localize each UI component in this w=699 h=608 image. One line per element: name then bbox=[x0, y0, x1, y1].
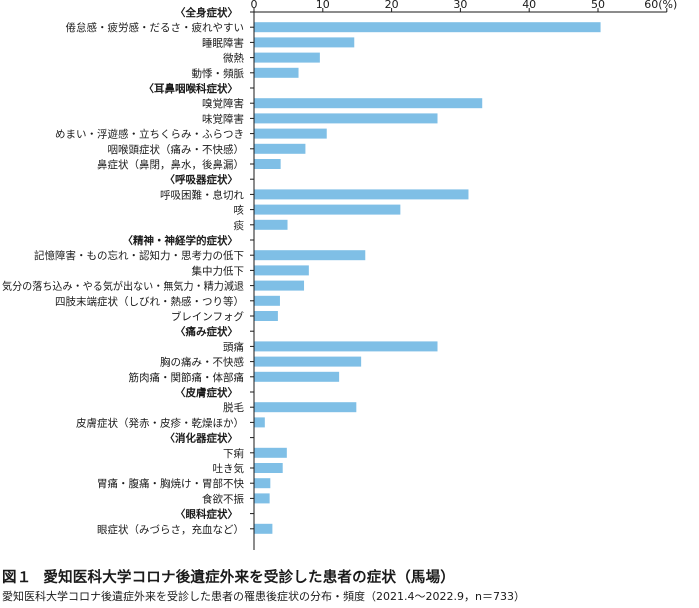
category-label: 皮膚症状（発赤・皮疹・乾燥ほか） bbox=[76, 416, 244, 429]
section-label: 〈耳鼻咽喉科症状〉 bbox=[144, 82, 239, 95]
category-label: 四肢末端症状（しびれ・熱感・つり等） bbox=[55, 295, 244, 308]
category-labels: 〈全身症状〉倦怠感・疲労感・だるさ・疲れやすい睡眠障害微熱動悸・頻脈〈耳鼻咽喉科… bbox=[2, 6, 254, 536]
figure-caption-title: 図１ 愛知医科大学コロナ後遺症外来を受診した患者の症状（馬場） bbox=[2, 566, 455, 587]
x-tick-label: 50 bbox=[591, 0, 605, 11]
category-label: 気分の落ち込み・やる気が出ない・無気力・精力減退 bbox=[2, 280, 244, 293]
section-label: 〈全身症状〉 bbox=[175, 6, 238, 19]
bar bbox=[254, 159, 281, 169]
category-label: 呼吸困難・息切れ bbox=[160, 188, 244, 201]
category-label: めまい・浮遊感・立ちくらみ・ふらつき bbox=[55, 128, 244, 141]
x-tick-label: 20 bbox=[385, 0, 399, 11]
category-label: 眼症状（みづらさ，充血など） bbox=[97, 523, 244, 536]
figure-number: 図１ bbox=[2, 570, 32, 586]
bar bbox=[254, 417, 265, 428]
section-label: 〈消化器症状〉 bbox=[165, 432, 239, 445]
x-axis-ticks: 0 10 20 30 40 50 60(%) bbox=[251, 0, 677, 13]
category-label: 脱毛 bbox=[223, 401, 244, 414]
category-label: 動悸・頻脈 bbox=[192, 67, 245, 80]
category-label: 下痢 bbox=[223, 447, 244, 460]
bar-chart: 0 10 20 30 40 50 60(%) 〈全身症状〉倦怠感・疲労感・だるさ・疲れやすい… bbox=[2, 0, 677, 550]
bars bbox=[254, 22, 601, 534]
section-label: 〈痛み症状〉 bbox=[175, 325, 238, 338]
bar bbox=[254, 204, 401, 215]
bar bbox=[254, 341, 438, 352]
bar bbox=[254, 98, 483, 109]
x-tick-label: 10 bbox=[316, 0, 330, 11]
x-tick-label: 0 bbox=[251, 0, 258, 11]
category-label: 微熱 bbox=[223, 52, 244, 65]
section-label: 〈眼科症状〉 bbox=[175, 508, 238, 521]
section-label: 〈皮膚症状〉 bbox=[175, 386, 238, 399]
bar bbox=[254, 523, 273, 534]
bar bbox=[254, 478, 271, 489]
bar bbox=[254, 371, 340, 382]
bar bbox=[254, 463, 283, 473]
category-label: 痰 bbox=[234, 219, 245, 232]
x-tick-label: 30 bbox=[453, 0, 467, 11]
category-label: 睡眠障害 bbox=[202, 36, 244, 49]
category-label: 頭痛 bbox=[223, 340, 244, 353]
bar bbox=[254, 250, 366, 261]
category-label: 倦怠感・疲労感・だるさ・疲れやすい bbox=[66, 21, 245, 34]
category-label: 筋肉痛・関節痛・体部痛 bbox=[129, 371, 245, 384]
x-tick-label: 40 bbox=[522, 0, 536, 11]
bar bbox=[254, 52, 320, 63]
bar bbox=[254, 493, 270, 504]
category-label: 咳 bbox=[234, 204, 245, 217]
bar bbox=[254, 128, 327, 139]
category-label: 記憶障害・もの忘れ・認知力・思考力の低下 bbox=[34, 249, 244, 262]
category-label: 吐き気 bbox=[213, 462, 245, 475]
bar bbox=[254, 311, 278, 321]
bar bbox=[254, 447, 287, 458]
category-label: 胸の痛み・不快感 bbox=[160, 356, 244, 369]
bar bbox=[254, 295, 280, 306]
bar bbox=[254, 67, 299, 78]
figure-title: 愛知医科大学コロナ後遺症外来を受診した患者の症状（馬場） bbox=[43, 570, 456, 586]
category-label: ブレインフォグ bbox=[171, 310, 245, 323]
bar bbox=[254, 143, 306, 154]
category-label: 集中力低下 bbox=[192, 264, 245, 277]
category-label: 鼻症状（鼻閉，鼻水，後鼻漏） bbox=[97, 158, 244, 171]
category-label: 味覚障害 bbox=[202, 112, 244, 125]
category-label: 咽喉頭症状（痛み・不快感） bbox=[108, 143, 245, 156]
bar bbox=[254, 113, 438, 124]
bar bbox=[254, 189, 469, 200]
bar bbox=[254, 356, 362, 367]
category-label: 食欲不振 bbox=[202, 492, 244, 505]
figure-caption-subtitle: 愛知医科大学コロナ後遺症外来を受診した患者の罹患後症状の分布・頻度（2021.4… bbox=[2, 590, 525, 603]
bar bbox=[254, 22, 601, 33]
x-tick-label: 60(%) bbox=[644, 0, 677, 11]
bar bbox=[254, 37, 355, 48]
bar bbox=[254, 280, 305, 291]
section-label: 〈精神・神経学的症状〉 bbox=[123, 234, 239, 247]
bar bbox=[254, 402, 357, 413]
bar bbox=[254, 265, 309, 276]
bar bbox=[254, 219, 288, 230]
section-label: 〈呼吸器症状〉 bbox=[165, 173, 239, 186]
category-label: 胃痛・腹痛・胸焼け・胃部不快 bbox=[97, 477, 244, 490]
category-label: 嗅覚障害 bbox=[202, 97, 244, 110]
